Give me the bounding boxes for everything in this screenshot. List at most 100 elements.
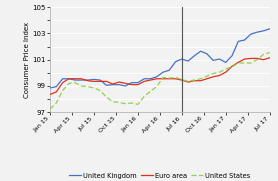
United Kingdom — [105, 84, 108, 86]
Euro area — [105, 80, 108, 83]
United Kingdom — [161, 71, 165, 73]
United States — [86, 86, 89, 88]
Euro area — [149, 79, 152, 81]
Euro area — [117, 81, 121, 83]
Euro area — [86, 80, 89, 82]
United Kingdom — [205, 53, 208, 55]
United States — [187, 80, 190, 83]
United States — [55, 102, 58, 104]
United Kingdom — [61, 78, 64, 80]
Euro area — [237, 61, 240, 64]
United Kingdom — [130, 82, 133, 84]
United Kingdom — [262, 30, 265, 32]
Euro area — [67, 78, 71, 80]
Euro area — [180, 79, 183, 81]
United States — [249, 62, 252, 64]
Euro area — [143, 80, 146, 83]
United Kingdom — [73, 79, 77, 81]
United States — [224, 68, 227, 70]
United States — [117, 101, 121, 104]
United States — [243, 62, 246, 64]
United States — [161, 76, 165, 79]
United Kingdom — [243, 39, 246, 41]
United Kingdom — [218, 58, 221, 60]
Euro area — [243, 58, 246, 60]
Euro area — [99, 80, 102, 83]
United Kingdom — [193, 55, 196, 57]
United Kingdom — [255, 31, 259, 33]
United Kingdom — [124, 85, 127, 87]
Line: United States: United States — [50, 52, 270, 109]
United Kingdom — [48, 87, 52, 89]
Euro area — [80, 78, 83, 80]
United States — [255, 59, 259, 61]
United States — [143, 95, 146, 98]
United Kingdom — [55, 86, 58, 88]
United Kingdom — [155, 76, 158, 78]
Euro area — [187, 81, 190, 83]
United States — [61, 89, 64, 92]
Euro area — [130, 84, 133, 86]
United States — [105, 96, 108, 98]
United States — [80, 85, 83, 87]
Line: United Kingdom: United Kingdom — [50, 29, 270, 88]
United States — [130, 102, 133, 104]
Euro area — [111, 83, 115, 85]
Y-axis label: Consumer Price Index: Consumer Price Index — [24, 22, 29, 98]
United States — [268, 51, 271, 54]
Euro area — [55, 91, 58, 93]
United States — [73, 82, 77, 84]
United Kingdom — [67, 78, 71, 80]
United States — [111, 101, 115, 103]
United Kingdom — [230, 55, 234, 57]
United States — [124, 103, 127, 105]
Euro area — [124, 82, 127, 85]
United Kingdom — [92, 78, 96, 81]
Legend: United Kingdom, Euro area, United States: United Kingdom, Euro area, United States — [67, 170, 253, 181]
United Kingdom — [180, 58, 183, 60]
Euro area — [230, 65, 234, 67]
United States — [218, 71, 221, 73]
United Kingdom — [199, 50, 202, 52]
United Kingdom — [149, 78, 152, 80]
United States — [149, 90, 152, 92]
United Kingdom — [212, 59, 215, 62]
Euro area — [193, 80, 196, 82]
United States — [92, 87, 96, 89]
United Kingdom — [168, 69, 171, 71]
United States — [262, 53, 265, 56]
Euro area — [92, 80, 96, 83]
Euro area — [212, 76, 215, 78]
United States — [180, 78, 183, 81]
Euro area — [218, 74, 221, 77]
United Kingdom — [174, 61, 177, 63]
United States — [67, 82, 71, 85]
Euro area — [168, 78, 171, 80]
United Kingdom — [187, 60, 190, 62]
Euro area — [199, 80, 202, 82]
United Kingdom — [268, 28, 271, 30]
United Kingdom — [86, 79, 89, 81]
Euro area — [268, 57, 271, 59]
Euro area — [262, 59, 265, 61]
United States — [99, 89, 102, 92]
Euro area — [155, 78, 158, 80]
United States — [48, 108, 52, 110]
Line: Euro area: Euro area — [50, 58, 270, 94]
United Kingdom — [143, 78, 146, 80]
Euro area — [73, 78, 77, 80]
United States — [168, 77, 171, 79]
United States — [199, 78, 202, 80]
United States — [237, 62, 240, 64]
Euro area — [249, 57, 252, 60]
Euro area — [61, 82, 64, 84]
United Kingdom — [249, 33, 252, 35]
Euro area — [255, 57, 259, 60]
United States — [174, 76, 177, 79]
United Kingdom — [237, 40, 240, 43]
Euro area — [48, 93, 52, 96]
United Kingdom — [111, 84, 115, 86]
Euro area — [205, 78, 208, 80]
Euro area — [174, 78, 177, 80]
United States — [136, 103, 140, 106]
